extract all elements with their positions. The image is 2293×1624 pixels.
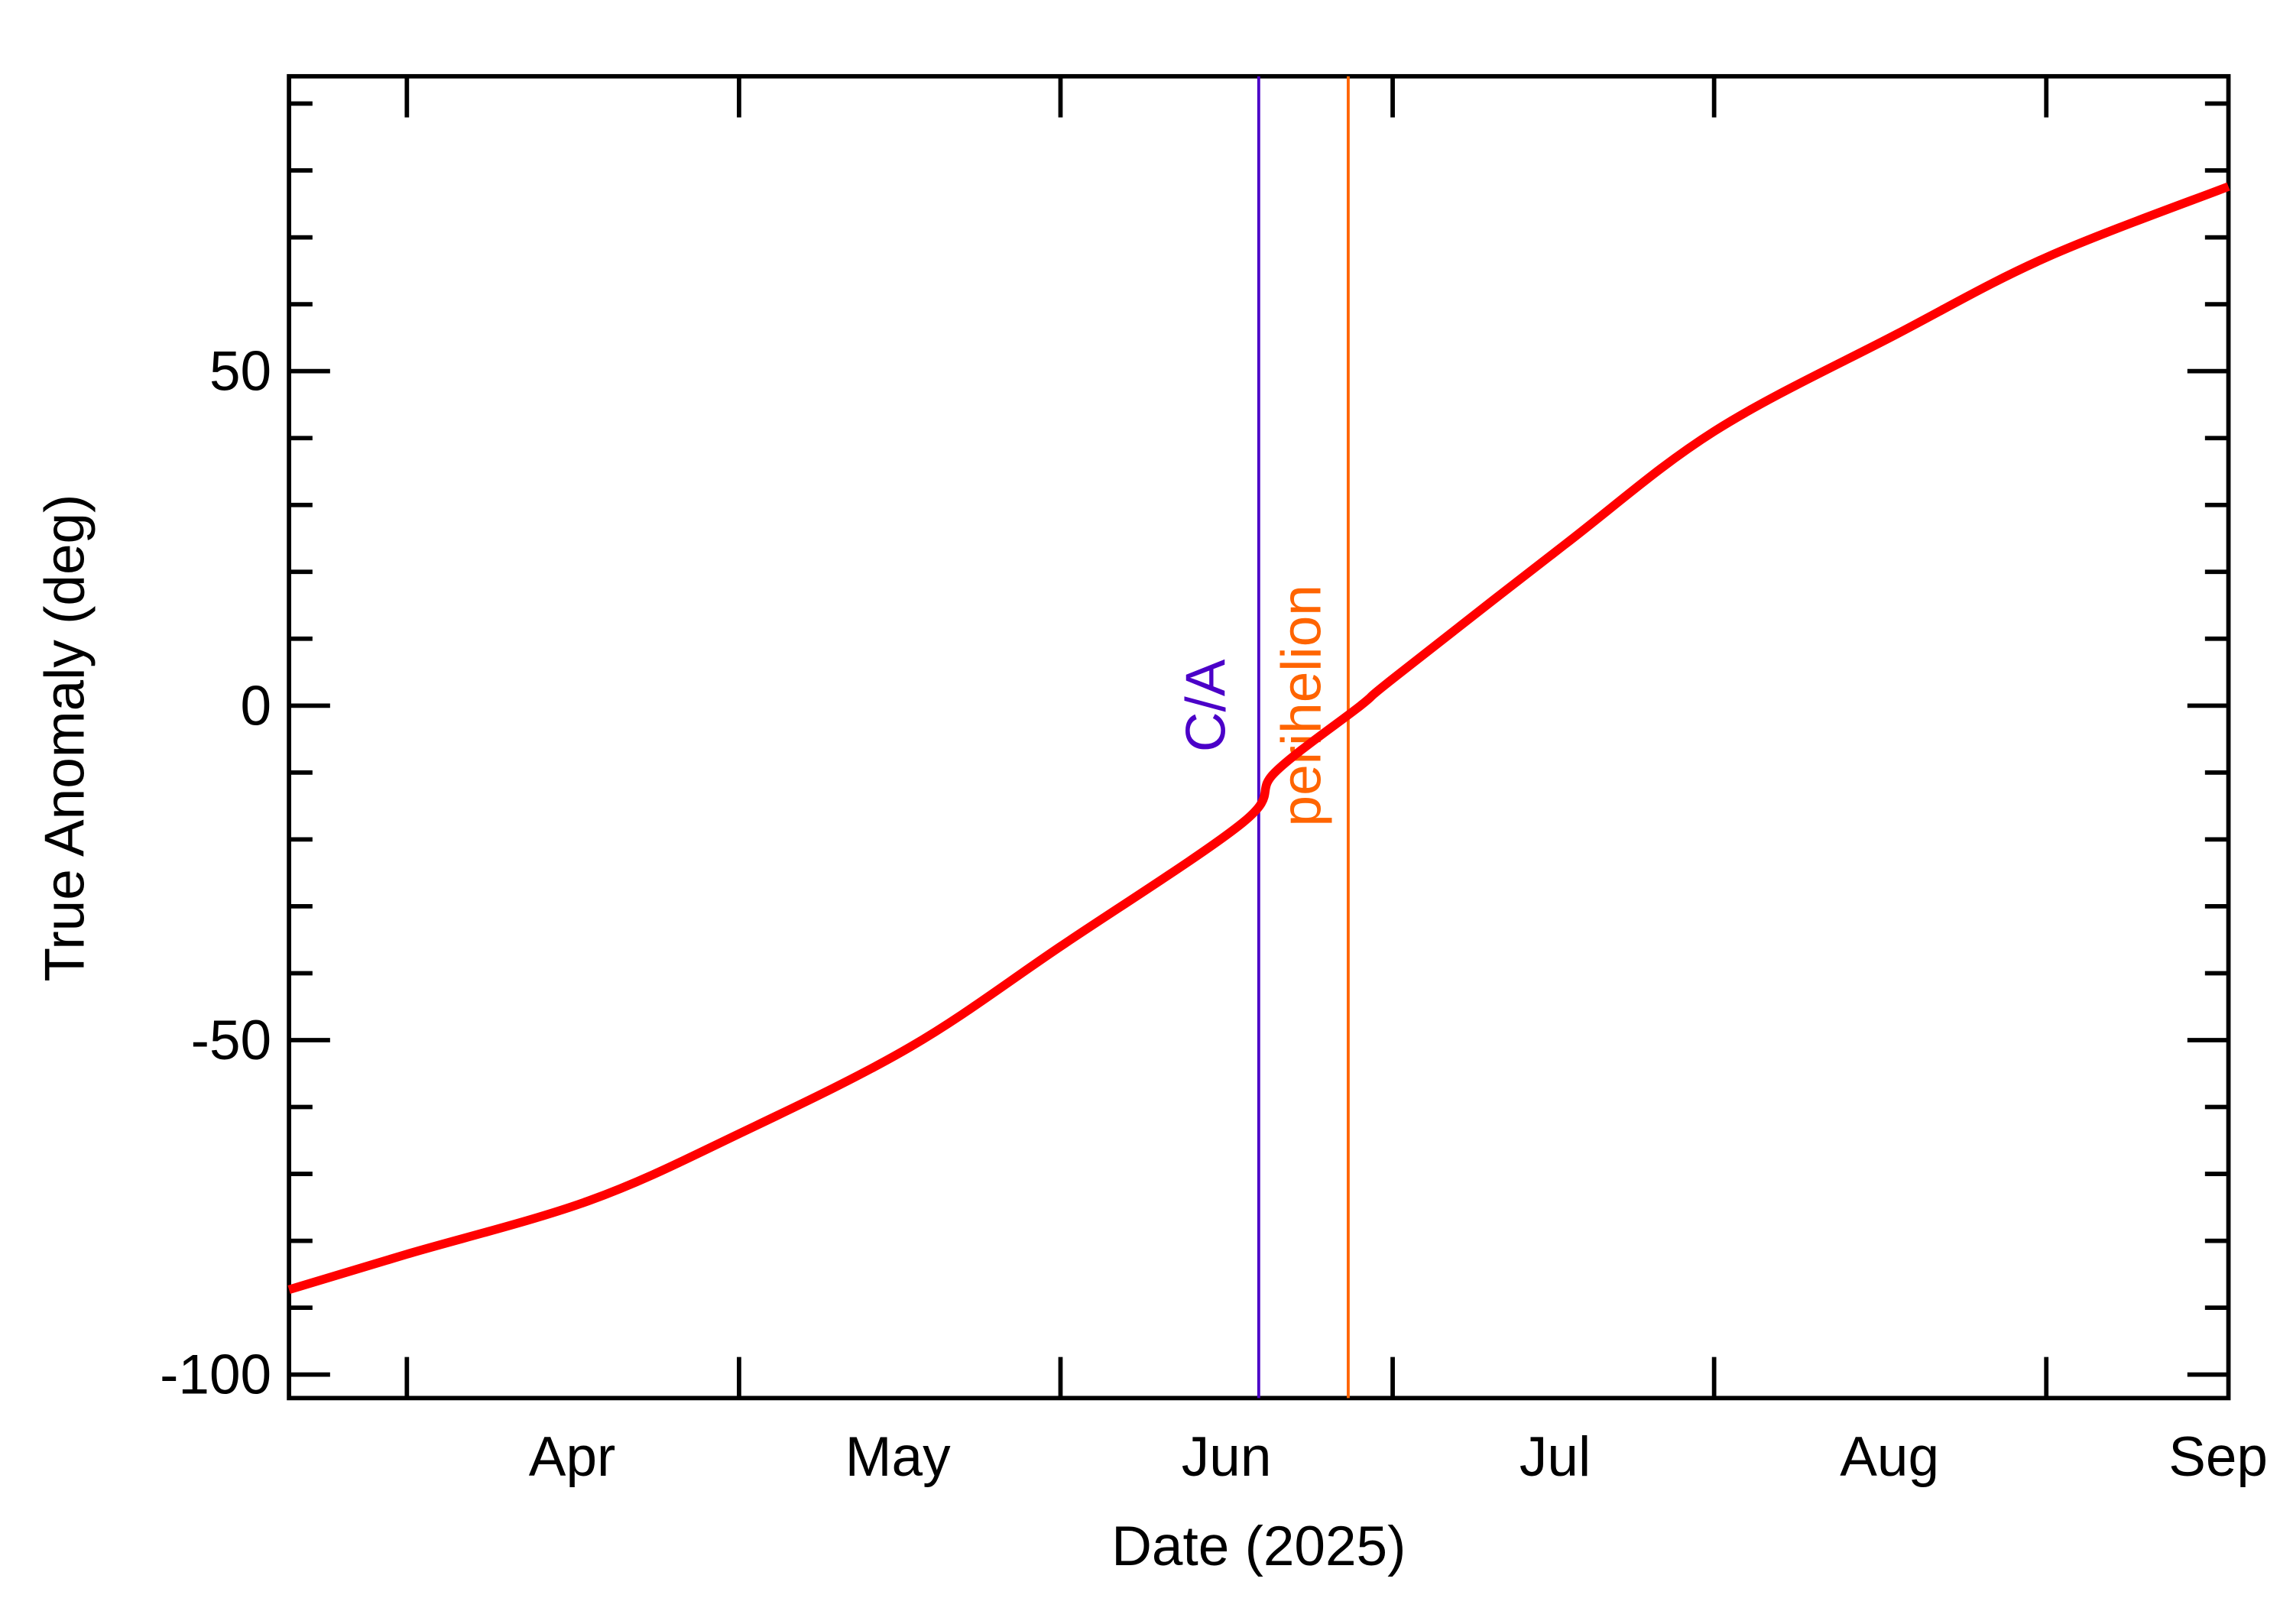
- closest-approach-label: C/A: [1176, 659, 1237, 752]
- x-tick-label-jun: Jun: [1182, 1426, 1272, 1488]
- y-tick-label-neg100: -100: [160, 1344, 271, 1406]
- y-axis-ticks: [289, 101, 2229, 1377]
- true-anomaly-curve: [287, 182, 2230, 1295]
- x-tick-label-jul: Jul: [1519, 1426, 1591, 1488]
- x-tick-label-apr: Apr: [529, 1426, 616, 1488]
- x-tick-label-aug: Aug: [1840, 1426, 1939, 1488]
- x-axis-ticks: [404, 76, 2049, 1399]
- y-tick-label-50: 50: [209, 341, 271, 403]
- y-tick-label-neg50: -50: [191, 1010, 271, 1071]
- x-tick-label-sep: Sep: [2168, 1426, 2268, 1488]
- x-axis-title: Date (2025): [1111, 1515, 1406, 1577]
- perihelion-label: perihelion: [1270, 585, 1332, 826]
- y-axis-title: True Anomaly (deg): [34, 494, 96, 982]
- x-tick-label-may: May: [845, 1426, 951, 1488]
- y-tick-label-0: 0: [241, 675, 272, 737]
